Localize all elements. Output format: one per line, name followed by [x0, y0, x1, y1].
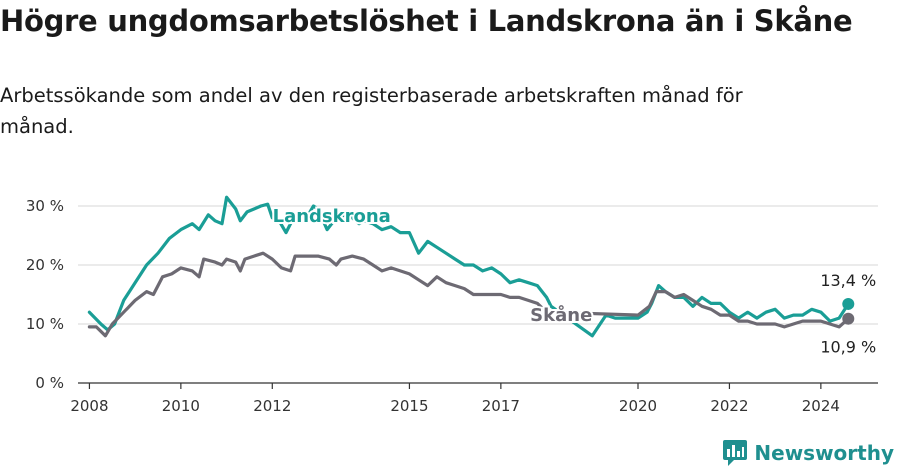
x-tick-label: 2010: [162, 397, 200, 415]
chart-title: Högre ungdomsarbetslöshet i Landskrona ä…: [0, 4, 853, 38]
series-name-label: Landskrona: [273, 206, 391, 227]
end-value-label: 13,4 %: [820, 271, 876, 290]
x-tick-label: 2012: [253, 397, 291, 415]
y-tick-label: 30 %: [26, 197, 64, 215]
newsworthy-brand: Newsworthy: [722, 438, 894, 468]
axes: 0 % 10 % 20 % 30 % 2008 2010 2012 2015 2017 2020 2…: [26, 197, 878, 415]
y-tick-label: 20 %: [26, 256, 64, 274]
series-lines: [87, 195, 855, 338]
series-end-point: [842, 297, 855, 310]
end-value-label: 10,9 %: [820, 338, 876, 357]
newsworthy-logo-icon: [723, 440, 748, 466]
grid-lines: [78, 205, 878, 325]
x-tick-label: 2024: [802, 397, 840, 415]
chart-subtitle: Arbetssökande som andel av den registerb…: [0, 84, 743, 138]
series-end-point: [842, 312, 855, 325]
series-name-label: Skåne: [530, 304, 592, 326]
x-tick-label: 2008: [70, 397, 108, 415]
x-tick-label: 2017: [482, 397, 520, 415]
x-tick-label: 2020: [619, 397, 657, 415]
y-tick-label: 10 %: [26, 315, 64, 333]
brand-name: Newsworthy: [754, 441, 894, 465]
x-tick-label: 2015: [390, 397, 428, 415]
x-tick-label: 2022: [710, 397, 748, 415]
series-line-skane: [87, 251, 850, 338]
y-tick-label: 0 %: [35, 374, 64, 392]
series-line-landskrona: [87, 195, 850, 338]
data-labels: 13,4 % 10,9 % Landskrona Skåne: [271, 204, 877, 357]
